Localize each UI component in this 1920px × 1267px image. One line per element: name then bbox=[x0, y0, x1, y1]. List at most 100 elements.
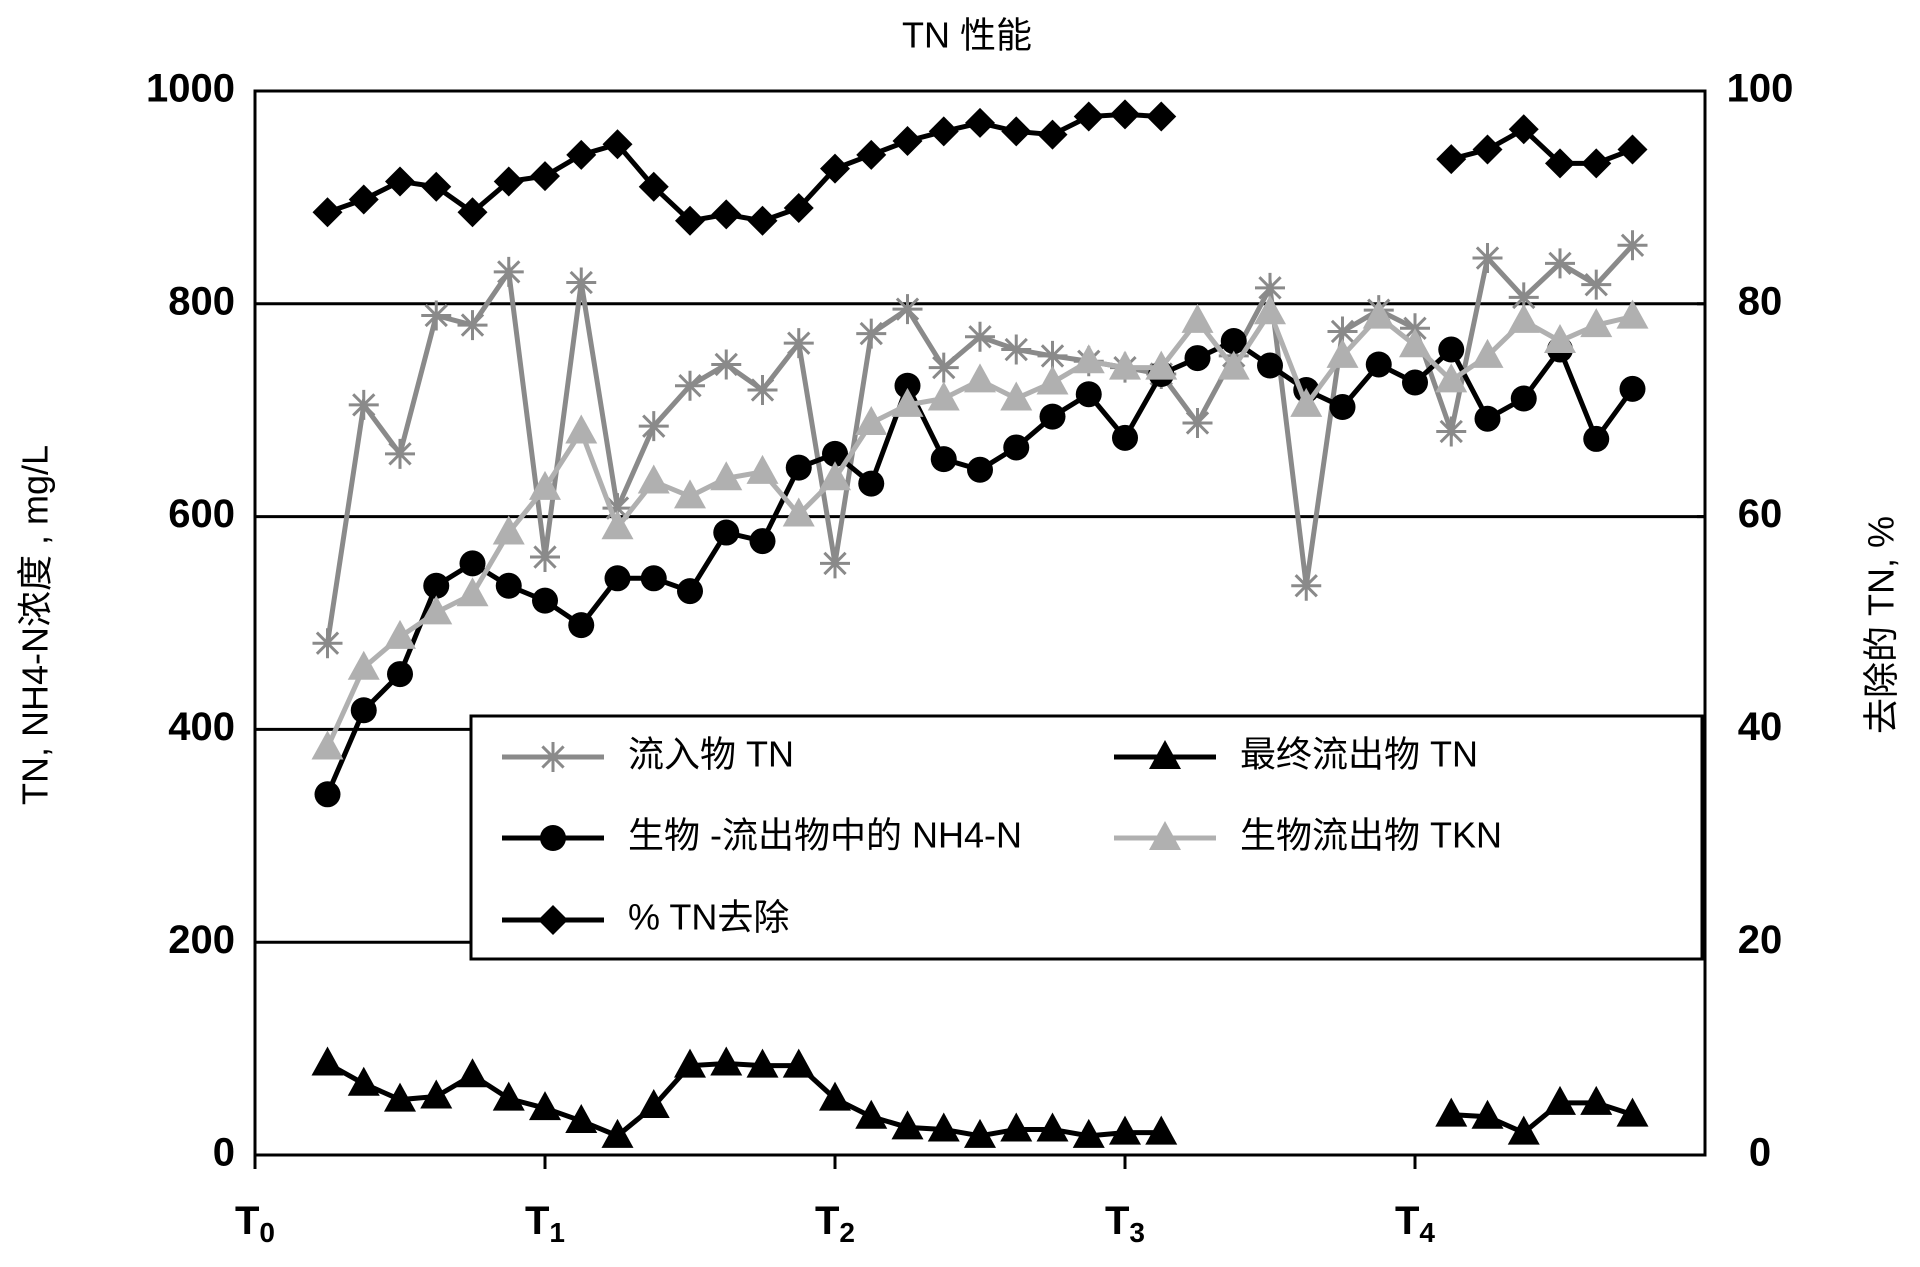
marker bbox=[1182, 407, 1213, 438]
marker bbox=[1362, 299, 1395, 329]
marker bbox=[964, 363, 996, 393]
legend-marker bbox=[538, 905, 568, 935]
marker bbox=[1037, 119, 1068, 150]
y2-tick-label: 40 bbox=[1738, 705, 1783, 749]
marker bbox=[855, 405, 888, 435]
marker bbox=[1436, 416, 1467, 447]
marker bbox=[1109, 1115, 1141, 1145]
marker bbox=[783, 328, 814, 359]
marker bbox=[711, 199, 742, 230]
marker bbox=[1472, 243, 1503, 274]
marker bbox=[1039, 403, 1066, 430]
marker bbox=[674, 1048, 706, 1078]
marker bbox=[1510, 385, 1537, 412]
marker bbox=[1112, 424, 1138, 451]
marker bbox=[1146, 101, 1177, 132]
marker bbox=[1544, 1085, 1576, 1115]
y-tick-label: 600 bbox=[168, 492, 235, 536]
marker bbox=[1472, 134, 1503, 165]
marker bbox=[312, 197, 343, 228]
marker bbox=[530, 542, 560, 573]
marker bbox=[1217, 350, 1250, 380]
marker bbox=[1181, 303, 1214, 333]
y2-tick-label: 60 bbox=[1738, 492, 1783, 536]
marker bbox=[457, 310, 488, 341]
marker bbox=[1001, 116, 1032, 147]
marker bbox=[819, 1081, 851, 1111]
y-axis-label: TN, NH4-N浓度 , mg/L bbox=[15, 445, 56, 805]
marker bbox=[1471, 1099, 1504, 1129]
marker bbox=[822, 440, 848, 467]
y-tick-label: 800 bbox=[168, 279, 235, 323]
y2-axis-label: 去除的 TN, % bbox=[1861, 516, 1902, 734]
marker bbox=[1326, 338, 1359, 368]
marker bbox=[892, 294, 923, 325]
marker bbox=[1145, 1115, 1178, 1145]
marker bbox=[785, 454, 812, 481]
y2-tick-label: 80 bbox=[1738, 279, 1783, 323]
marker bbox=[746, 1048, 779, 1078]
marker bbox=[819, 461, 851, 491]
marker bbox=[930, 446, 957, 473]
marker bbox=[420, 1079, 453, 1109]
marker bbox=[423, 572, 450, 599]
marker bbox=[492, 1081, 525, 1111]
marker bbox=[1544, 324, 1576, 354]
marker bbox=[1471, 338, 1504, 368]
marker bbox=[384, 619, 416, 649]
marker bbox=[1036, 1112, 1069, 1142]
marker bbox=[457, 197, 488, 228]
marker bbox=[456, 1058, 489, 1088]
marker bbox=[1257, 352, 1283, 379]
marker bbox=[674, 479, 706, 509]
marker bbox=[1075, 381, 1102, 408]
marker bbox=[1581, 269, 1612, 300]
marker bbox=[1290, 387, 1323, 417]
marker bbox=[1109, 350, 1141, 380]
marker bbox=[1000, 381, 1033, 411]
marker bbox=[1184, 345, 1211, 372]
marker bbox=[855, 1099, 888, 1129]
marker bbox=[856, 318, 887, 349]
marker bbox=[348, 184, 379, 215]
marker bbox=[1001, 334, 1032, 365]
marker bbox=[529, 470, 561, 500]
marker bbox=[1507, 1115, 1540, 1145]
marker bbox=[568, 612, 595, 639]
plot-frame bbox=[253, 89, 1707, 1157]
marker bbox=[1616, 1097, 1649, 1127]
marker bbox=[856, 139, 887, 170]
marker bbox=[456, 577, 489, 607]
marker bbox=[1619, 375, 1646, 402]
marker bbox=[1438, 336, 1465, 363]
y2-tick-label: 100 bbox=[1727, 67, 1794, 111]
marker bbox=[1435, 1097, 1468, 1127]
x-tick-label: T3 bbox=[1105, 1199, 1145, 1249]
marker bbox=[1072, 1118, 1105, 1148]
legend-box bbox=[469, 714, 1704, 961]
marker bbox=[746, 454, 779, 484]
marker bbox=[749, 528, 776, 555]
y-tick-label: 200 bbox=[168, 918, 235, 962]
marker bbox=[820, 153, 850, 184]
marker bbox=[602, 493, 633, 524]
marker bbox=[677, 578, 703, 605]
legend-label: 最终流出物 TN bbox=[1240, 734, 1478, 775]
marker bbox=[640, 565, 667, 592]
marker bbox=[1617, 230, 1648, 261]
marker bbox=[638, 171, 669, 202]
marker bbox=[311, 730, 344, 760]
marker bbox=[747, 374, 778, 405]
marker bbox=[565, 1103, 598, 1133]
y-tick-label: 400 bbox=[168, 705, 235, 749]
marker bbox=[1220, 328, 1247, 355]
marker bbox=[314, 781, 341, 808]
marker bbox=[783, 193, 814, 224]
marker bbox=[891, 1110, 924, 1140]
x-tick-label: T1 bbox=[525, 1199, 565, 1249]
marker bbox=[1617, 134, 1648, 165]
legend-label: 生物 -流出物中的 NH4-N bbox=[628, 815, 1022, 856]
marker bbox=[965, 107, 995, 138]
marker bbox=[927, 1112, 960, 1142]
